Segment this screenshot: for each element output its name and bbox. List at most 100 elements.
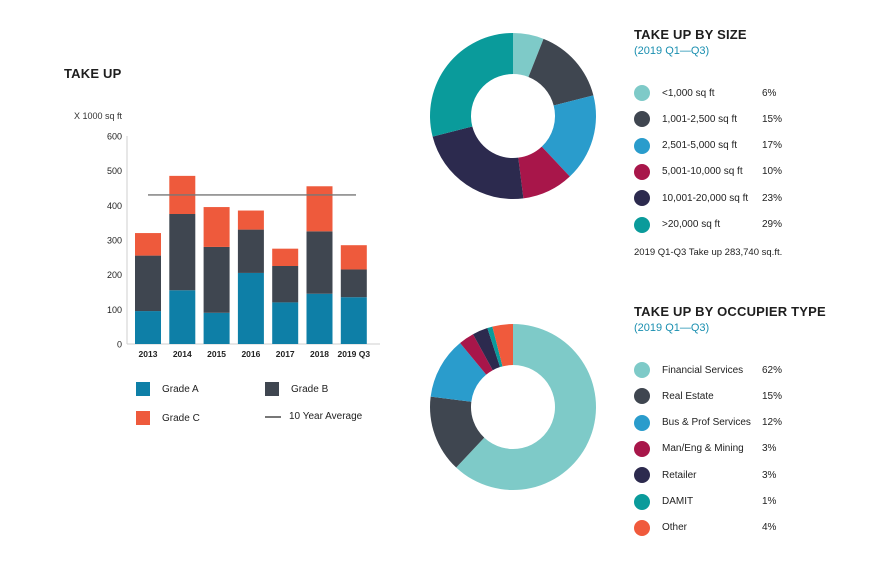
y-tick-label: 0 — [117, 340, 122, 350]
take-up-title: TAKE UP — [64, 66, 122, 81]
bar-segment-grade-b — [272, 266, 299, 303]
legend-percent: 6% — [762, 87, 777, 99]
legend-percent: 29% — [762, 219, 783, 230]
x-tick-label: 2016 — [241, 349, 260, 359]
bar-segment-grade-b — [135, 255, 161, 312]
donut-slice — [430, 343, 487, 402]
legend-percent: 12% — [762, 417, 783, 429]
average-line-swatch — [265, 415, 281, 418]
legend-dot — [634, 440, 650, 457]
legend-ten-year-average-label: 10 Year Average — [289, 411, 363, 422]
legend-dot — [634, 137, 650, 154]
legend-percent: 3% — [762, 443, 777, 455]
legend-item: 5,001-10,000 sq ft 10% — [634, 163, 802, 180]
bar-segment-grade-b — [237, 229, 264, 273]
y-tick-label: 400 — [107, 201, 122, 211]
legend-dot — [634, 216, 650, 233]
legend-dot — [634, 467, 650, 484]
legend-dot — [634, 190, 650, 207]
donut-slice — [473, 328, 501, 371]
take-up-bar-chart: 0 100 200 300 400 500 600 2013 2014 2015 2016 2017… — [107, 132, 380, 359]
legend-item: DAMIT 1% — [634, 493, 802, 510]
bar-segment-grade-a — [237, 272, 264, 344]
legend-label: >20,000 sq ft — [662, 219, 721, 230]
legend-percent: 4% — [762, 522, 777, 534]
legend-dot — [634, 519, 650, 536]
bar-segment-grade-b — [169, 214, 196, 291]
y-tick-label: 200 — [107, 270, 122, 280]
legend-item: >20,000 sq ft 29% — [634, 216, 802, 233]
legend-percent: 15% — [762, 390, 783, 402]
legend-item: 10,001-20,000 sq ft 23% — [634, 190, 802, 207]
bar-segment-grade-c — [135, 233, 161, 256]
legend-percent: 62% — [762, 364, 783, 376]
donut-slice — [432, 126, 524, 199]
legend-grade-c: Grade C — [136, 411, 200, 425]
legend-dot — [634, 388, 650, 405]
x-tick-label: 2017 — [276, 349, 295, 359]
donut-slice — [430, 33, 513, 137]
legend-ten-year-average: 10 Year Average — [265, 411, 362, 422]
bar-segment-grade-b — [203, 246, 230, 313]
x-tick-label: 2014 — [173, 349, 192, 359]
legend-grade-a-label: Grade A — [162, 383, 199, 395]
legend-grade-a: Grade A — [136, 382, 199, 396]
legend-grade-b-label: Grade B — [291, 383, 329, 395]
x-tick-label: 2018 — [310, 349, 329, 359]
legend-label: Real Estate — [662, 390, 714, 402]
bar-segment-grade-a — [135, 311, 161, 344]
bar-segment-grade-a — [272, 302, 299, 344]
legend-dot — [634, 85, 650, 101]
bar-segment-grade-c — [237, 210, 264, 230]
legend-item: Man/Eng & Mining 3% — [634, 440, 802, 457]
legend-item: Retailer 3% — [634, 467, 802, 484]
occupier-title: TAKE UP BY OCCUPIER TYPE — [634, 304, 826, 319]
y-tick-label: 600 — [107, 132, 122, 142]
legend-label: Financial Services — [662, 364, 744, 376]
bar-segment-grade-b — [340, 269, 367, 298]
legend-label: 10,001-20,000 sq ft — [662, 192, 749, 204]
legend-label: Retailer — [662, 469, 697, 481]
legend-grade-c-label: Grade C — [162, 412, 200, 424]
take-up-by-occupier-donut — [430, 324, 596, 490]
legend-label: Other — [662, 522, 688, 534]
size-total-note: 2019 Q1-Q3 Take up 283,740 sq.ft. — [634, 247, 783, 258]
legend-label: 5,001-10,000 sq ft — [662, 166, 743, 178]
bar-segment-grade-a — [340, 297, 367, 344]
legend-item: Bus & Prof Services 12% — [634, 414, 802, 431]
bar-segment-grade-c — [203, 207, 230, 247]
bar-segment-grade-c — [340, 245, 367, 270]
legend-item: Financial Services 62% — [634, 362, 802, 378]
grade-a-swatch — [136, 382, 150, 396]
occupier-subtitle: (2019 Q1—Q3) — [634, 322, 710, 334]
x-tick-label: 2019 Q3 — [337, 349, 370, 359]
legend-item: Other 4% — [634, 519, 802, 536]
donut-slice — [460, 334, 493, 375]
legend-percent: 3% — [762, 469, 777, 481]
legend-dot — [634, 493, 650, 510]
legend-grade-b: Grade B — [265, 382, 328, 396]
y-tick-label: 500 — [107, 166, 122, 176]
y-tick-label: 300 — [107, 236, 122, 246]
legend-dot — [634, 362, 650, 378]
grade-b-swatch — [265, 382, 279, 396]
bar-segment-grade-a — [306, 293, 333, 344]
donut-slice — [430, 396, 485, 468]
bar-segment-grade-a — [169, 290, 196, 344]
donut-slice — [541, 95, 596, 177]
legend-dot — [634, 163, 650, 180]
legend-item: Real Estate 15% — [634, 388, 802, 405]
x-tick-label: 2013 — [139, 349, 158, 359]
y-tick-label: 100 — [107, 305, 122, 315]
donut-slice — [518, 146, 570, 199]
bar-segment-grade-c — [272, 248, 299, 266]
legend-dot — [634, 111, 650, 128]
take-up-by-size-donut — [430, 33, 596, 199]
legend-item: 2,501-5,000 sq ft 17% — [634, 137, 802, 154]
x-tick-label: 2015 — [207, 349, 226, 359]
legend-percent: 1% — [762, 496, 777, 507]
bar-segment-grade-b — [306, 231, 333, 294]
donut-slice — [528, 38, 594, 106]
size-subtitle: (2019 Q1—Q3) — [634, 45, 710, 57]
grade-c-swatch — [136, 411, 150, 425]
